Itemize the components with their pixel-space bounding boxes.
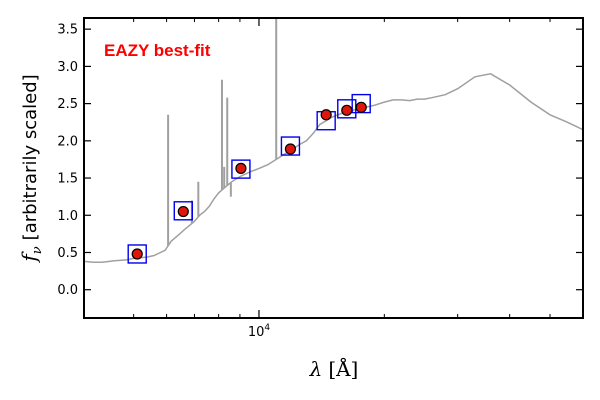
observed-point [341, 104, 353, 116]
x-axis-label-unit: [Å] [328, 356, 358, 381]
template-layer [84, 18, 583, 263]
tick-layer: 0.0 0.5 1.0 1.5 2.0 2.5 3.0 3.5 104 [57, 18, 583, 340]
svg-text:fν[arbitrarily scaled]: fν[arbitrarily scaled] [17, 74, 45, 263]
x-axis-label: λ [Å] [309, 356, 359, 381]
y-tick-label: 0.5 [57, 246, 78, 261]
observed-photometry-layer [131, 101, 367, 260]
y-tick-label: 1.5 [57, 172, 78, 187]
y-tick-label: 1.0 [57, 209, 78, 224]
model-point [280, 136, 301, 156]
model-point [231, 159, 251, 179]
y-tick-label: 2.0 [57, 134, 78, 149]
annotation-label: EAZY best-fit [104, 41, 211, 60]
observed-point [320, 109, 332, 121]
observed-point [177, 205, 189, 218]
y-tick-label: 0.0 [57, 283, 78, 298]
x-tick-label: 104 [248, 323, 271, 340]
y-tick-label: 3.0 [57, 60, 78, 75]
y-axis-label-subscript: ν [30, 246, 45, 254]
axes-frame [83, 17, 584, 319]
observed-point [284, 143, 297, 155]
y-tick-label: 3.5 [57, 23, 78, 38]
observed-point [131, 248, 143, 260]
observed-point [235, 162, 247, 174]
model-point [337, 99, 357, 119]
model-point [173, 201, 193, 221]
model-point [127, 244, 147, 264]
x-axis-label-symbol: λ [309, 357, 323, 381]
template-curve [84, 73, 583, 263]
axes-frame-layer [83, 17, 584, 319]
y-axis-label: fν[arbitrarily scaled] [17, 74, 45, 263]
observed-point [355, 101, 367, 113]
y-axis-label-text: [arbitrarily scaled] [20, 74, 41, 240]
y-tick-label: 2.5 [57, 97, 78, 112]
model-photometry-layer [127, 93, 371, 264]
